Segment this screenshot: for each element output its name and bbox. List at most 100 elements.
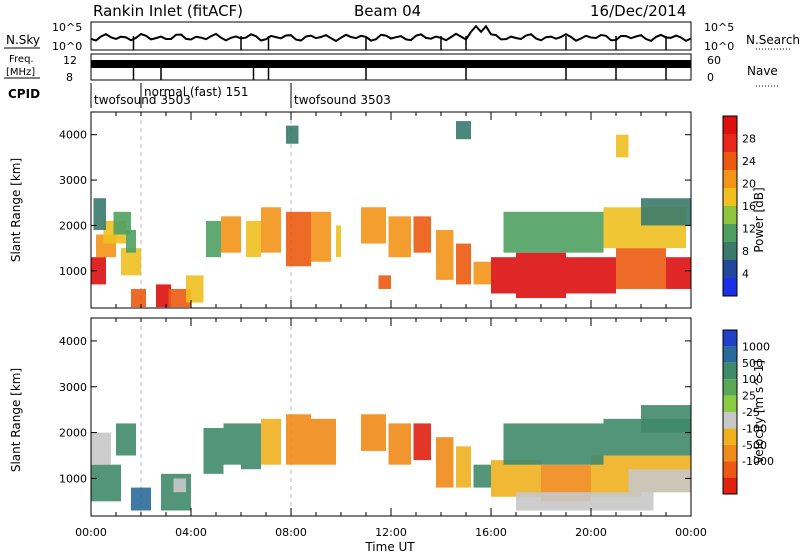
heatmap-cell [456,121,471,140]
power-panel: 1000 2000 3000 4000 [59,111,692,309]
noise-left-tick-bottom: 10^0 [52,40,82,53]
freq-trace [91,60,691,80]
colorbar-frame [722,115,738,297]
noise-sky-line [90,24,692,43]
freq-tick-bottom: 8 [66,71,73,84]
freq-label-top: Freq. [9,54,34,65]
velocity-colorbar-tick: 100 [742,373,763,386]
x-tick-label: 00:00 [675,526,707,539]
velocity-colorbar-tick: -25 [742,406,760,419]
heatmap-cell [91,432,111,465]
heatmap-cell [388,216,411,258]
x-tick-label: 08:00 [275,526,307,539]
colorbar-swatch [723,224,737,242]
cpid-label: CPID [8,87,40,101]
colorbar-swatch [723,242,737,260]
heatmap-cell [223,423,241,465]
nave-tick-top: 60 [707,54,721,67]
power-colorbar-tick: 24 [742,155,756,168]
colorbar-swatch [723,346,737,363]
cpid-mode-label: twofsound 3503 [94,93,191,107]
heatmap-cell [473,261,491,285]
colorbar-swatch [723,134,737,152]
heatmap-cell [91,464,121,502]
heatmap-cell [126,229,136,253]
y-tick-label: 2000 [59,427,87,440]
velocity-colorbar-tick: -100 [742,422,767,435]
noise-right-tick-top: 10^5 [704,21,734,34]
heatmap-cell [666,257,691,289]
heatmap-cell [246,220,261,258]
heatmap-cell [436,437,454,488]
heatmap-cell [503,423,604,465]
colorbar-swatch [723,461,737,478]
heatmap-cell [286,414,311,465]
colorbar-swatch [723,395,737,412]
colorbar-swatch [723,412,737,429]
heatmap-cell [516,252,566,299]
y-tick-label: 4000 [59,335,87,348]
power-colorbar-tick: 12 [742,223,756,236]
y-tick-label: 4000 [59,129,87,142]
beam-title: Beam 04 [354,2,421,20]
heatmap-cell [616,248,666,289]
heatmap-cell [186,275,204,303]
heatmap-cell [361,414,386,451]
colorbar-swatch [723,477,737,494]
heatmap-cell [566,257,616,294]
nave-label: Nave [747,64,778,78]
heatmap-cell [641,405,691,433]
colorbar-swatch [723,170,737,188]
freq-band [91,60,691,68]
heatmap-cell [206,220,221,258]
heatmap-cell [628,469,691,493]
heatmap-cell [311,211,331,262]
heatmap-cell [616,134,629,158]
y-tick-label: 1000 [59,265,87,278]
heatmap-cell [456,243,471,285]
heatmap-cell [121,248,141,276]
heatmap-cell [503,211,604,253]
heatmap-cell [156,284,171,308]
velocity-colorbar-tick: -1000 [742,455,774,468]
heatmap-cell [413,423,431,461]
freq-label-bottom: [MHz] [6,67,35,78]
heatmap-cell [203,428,224,474]
heatmap-cell [311,418,336,465]
colorbar-swatch [723,116,737,134]
velocity-panel: 1000 2000 3000 4000 [59,317,692,517]
colorbar-swatch [723,444,737,462]
noise-right-label: N.Search [746,33,800,47]
cpid-mode-label: twofsound 3503 [294,93,391,107]
power-colorbar-tick: 4 [742,268,749,281]
velocity-colorbar-label: Velocity [m s^-1] [752,360,766,464]
x-tick-label: 04:00 [175,526,207,539]
colorbar-swatch [723,330,737,347]
velocity-colorbar-tick: -500 [742,439,767,452]
heatmap-cell [456,446,471,488]
colorbar-swatch [723,428,737,445]
power-ylabel: Slant Range [km] [9,158,23,262]
velocity-colorbar-tick: 25 [742,390,756,403]
colorbar-swatch [723,278,737,296]
x-axis-label: Time UT [364,540,415,554]
heatmap-cell [491,257,516,294]
heatmap-cell [286,211,311,267]
heatmap-cell [286,125,299,144]
y-tick-label: 3000 [59,174,87,187]
heatmap-cell [336,225,341,258]
heatmap-cell [473,464,491,488]
velocity-colorbar: 1000 500 100 25 -25 -100 -500 -1000 [722,329,774,495]
heatmap-cell [173,478,186,493]
colorbar-swatch [723,206,737,224]
nave-tick-bottom: 0 [707,71,714,84]
heatmap-cell [131,487,151,511]
heatmap-cell [168,288,191,308]
power-colorbar-tick: 16 [742,200,756,213]
colorbar-swatch [723,152,737,170]
y-tick-label: 3000 [59,381,87,394]
noise-panel-frame [90,21,692,51]
heatmap-cell [93,198,106,230]
